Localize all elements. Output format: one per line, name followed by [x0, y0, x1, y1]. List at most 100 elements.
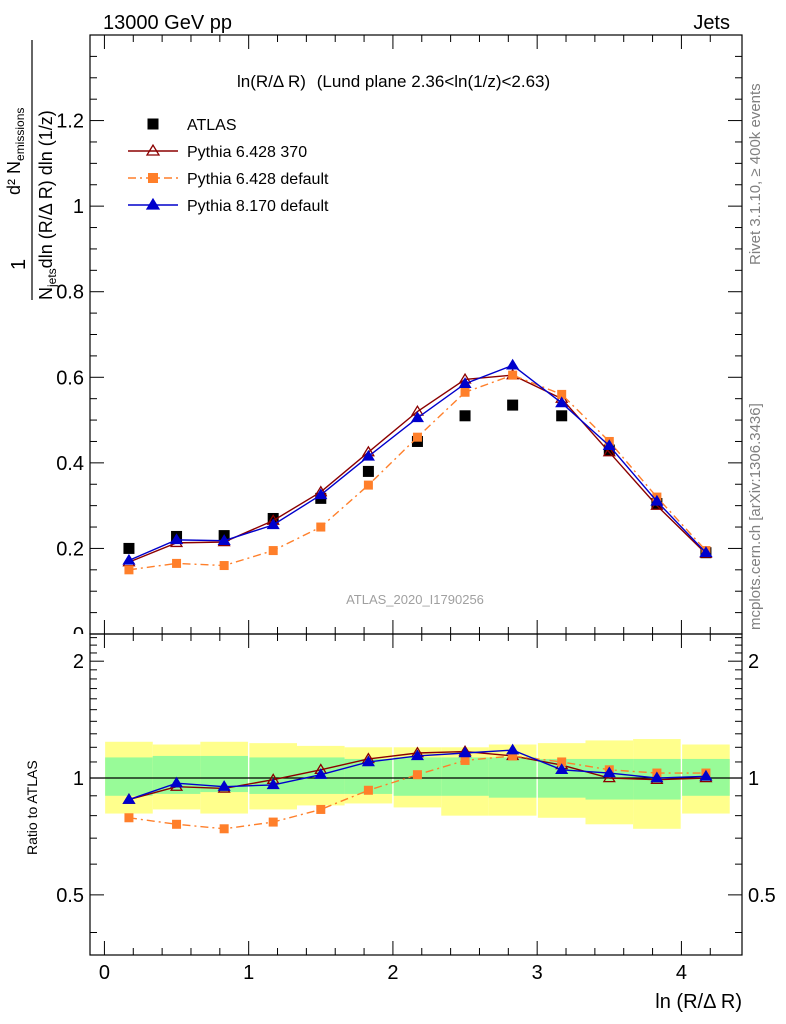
data-point [412, 432, 422, 442]
y-axis-label-ratio: Ratio to ATLAS [24, 760, 40, 855]
x-tick-label: 4 [676, 962, 687, 984]
y-label-d2: d² Nemissions [4, 108, 27, 195]
data-point [458, 377, 472, 388]
data-point [363, 480, 373, 490]
ratio-point [217, 780, 231, 791]
data-point [506, 358, 520, 370]
ratio-point [266, 778, 280, 790]
header-left: 13000 GeV pp [103, 12, 232, 34]
x-tick-label: 1 [243, 962, 254, 984]
ratio-point [172, 819, 182, 829]
ratio-point [314, 768, 328, 779]
legend-entry: ATLAS [147, 117, 237, 134]
ratio-point [557, 757, 567, 767]
legend-entry: Pythia 6.428 370 [128, 143, 307, 161]
main-y-tick-label-zero: 0 [73, 624, 84, 646]
x-tick-label: 0 [99, 962, 110, 984]
legend-entry: Pythia 6.428 default [128, 171, 329, 188]
main-y-tick-label: 0.6 [56, 367, 84, 389]
data-point [123, 542, 135, 554]
data-point [362, 465, 374, 477]
data-point [361, 449, 375, 461]
legend-label: Pythia 6.428 370 [187, 144, 307, 161]
legend-marker [147, 118, 159, 130]
legend-label: Pythia 8.170 default [187, 198, 329, 215]
ratio-y-tick-label: 2 [73, 651, 84, 673]
main-y-tick-label: 1.2 [56, 111, 84, 133]
data-point [650, 494, 664, 506]
chart-title: ln(R/Δ R) (Lund plane 2.36<ln(1/z)<2.63) [237, 72, 550, 91]
ratio-point [412, 770, 422, 780]
x-axis-label: ln (R/Δ R) [655, 991, 742, 1013]
data-point [602, 439, 616, 450]
ratio-y-tick-label-right: 0.5 [748, 885, 776, 907]
ratio-y-tick-label-right: 2 [748, 651, 759, 673]
series-pythia-8-170-default [122, 358, 713, 565]
header-right: Jets [693, 12, 730, 34]
y-axis-label-main: 1 d² Nemissions Njetsdln (R/Δ R) dln (1/… [4, 40, 59, 300]
watermark: ATLAS_2020_I1790256 [346, 592, 484, 607]
data-point [699, 546, 713, 557]
legend-entry: Pythia 8.170 default [128, 197, 329, 215]
ratio-point [169, 776, 184, 788]
data-point [508, 370, 518, 380]
legend-label: ATLAS [187, 117, 237, 134]
ratio-point [650, 771, 664, 783]
title-rest: (Lund plane 2.36<ln(1/z)<2.63) [317, 72, 550, 91]
legend-marker [145, 197, 161, 210]
data-point [169, 533, 184, 545]
data-point [172, 558, 182, 568]
ratio-point [316, 804, 326, 814]
ratio-point [219, 824, 229, 834]
legend-label: Pythia 6.428 default [187, 171, 329, 188]
data-point [314, 488, 328, 500]
ratio-series-pythia-8-170-default [122, 743, 713, 804]
ratio-y-tick-label: 0.5 [56, 885, 84, 907]
ratio-point [555, 763, 569, 775]
series-pythia-6-428-370 [122, 368, 713, 567]
data-point [122, 553, 136, 565]
main-y-tick-label: 0.2 [56, 538, 84, 560]
main-y-tick-label: 0.8 [56, 282, 84, 304]
data-point [459, 410, 471, 422]
series-line [128, 374, 707, 563]
stat-band-bin [105, 757, 153, 796]
data-point [603, 444, 615, 456]
ratio-point [460, 755, 470, 765]
ratio-y-tick-label: 1 [73, 768, 84, 790]
data-point [557, 389, 567, 399]
side-label-rivet: Rivet 3.1.10, ≥ 400k events [747, 83, 764, 265]
ratio-point [410, 749, 424, 761]
data-point [460, 387, 470, 397]
data-point [219, 561, 229, 571]
ratio-point [122, 793, 136, 804]
series-pythia-6-428-default [124, 370, 711, 575]
ratio-point [602, 766, 616, 778]
series-atlas [123, 399, 712, 559]
data-point [602, 445, 616, 457]
legend-marker [145, 143, 161, 156]
ratio-y-tick-label-right: 1 [748, 768, 759, 790]
ratio-point [268, 817, 278, 827]
ratio-point [361, 755, 375, 767]
ratio-point [458, 746, 472, 758]
data-point [555, 396, 569, 408]
main-y-tick-label: 0.4 [56, 453, 84, 475]
main-y-tick-label: 1 [73, 196, 84, 218]
title-main: ln(R/Δ R) [237, 72, 306, 91]
data-point [124, 565, 134, 575]
x-tick-label: 3 [532, 962, 543, 984]
data-point [316, 522, 326, 532]
ratio-point [363, 785, 373, 795]
data-point [556, 410, 568, 422]
data-point [217, 534, 231, 545]
legend-marker [148, 173, 158, 183]
ratio-point [124, 813, 134, 823]
data-point [410, 411, 424, 423]
x-tick-label: 2 [387, 962, 398, 984]
data-point [268, 546, 278, 556]
ratio-point [699, 769, 713, 781]
y-label-numerator-one: 1 [8, 259, 30, 270]
y-label-denominator: Njetsdln (R/Δ R) dln (1/z) [36, 110, 59, 300]
